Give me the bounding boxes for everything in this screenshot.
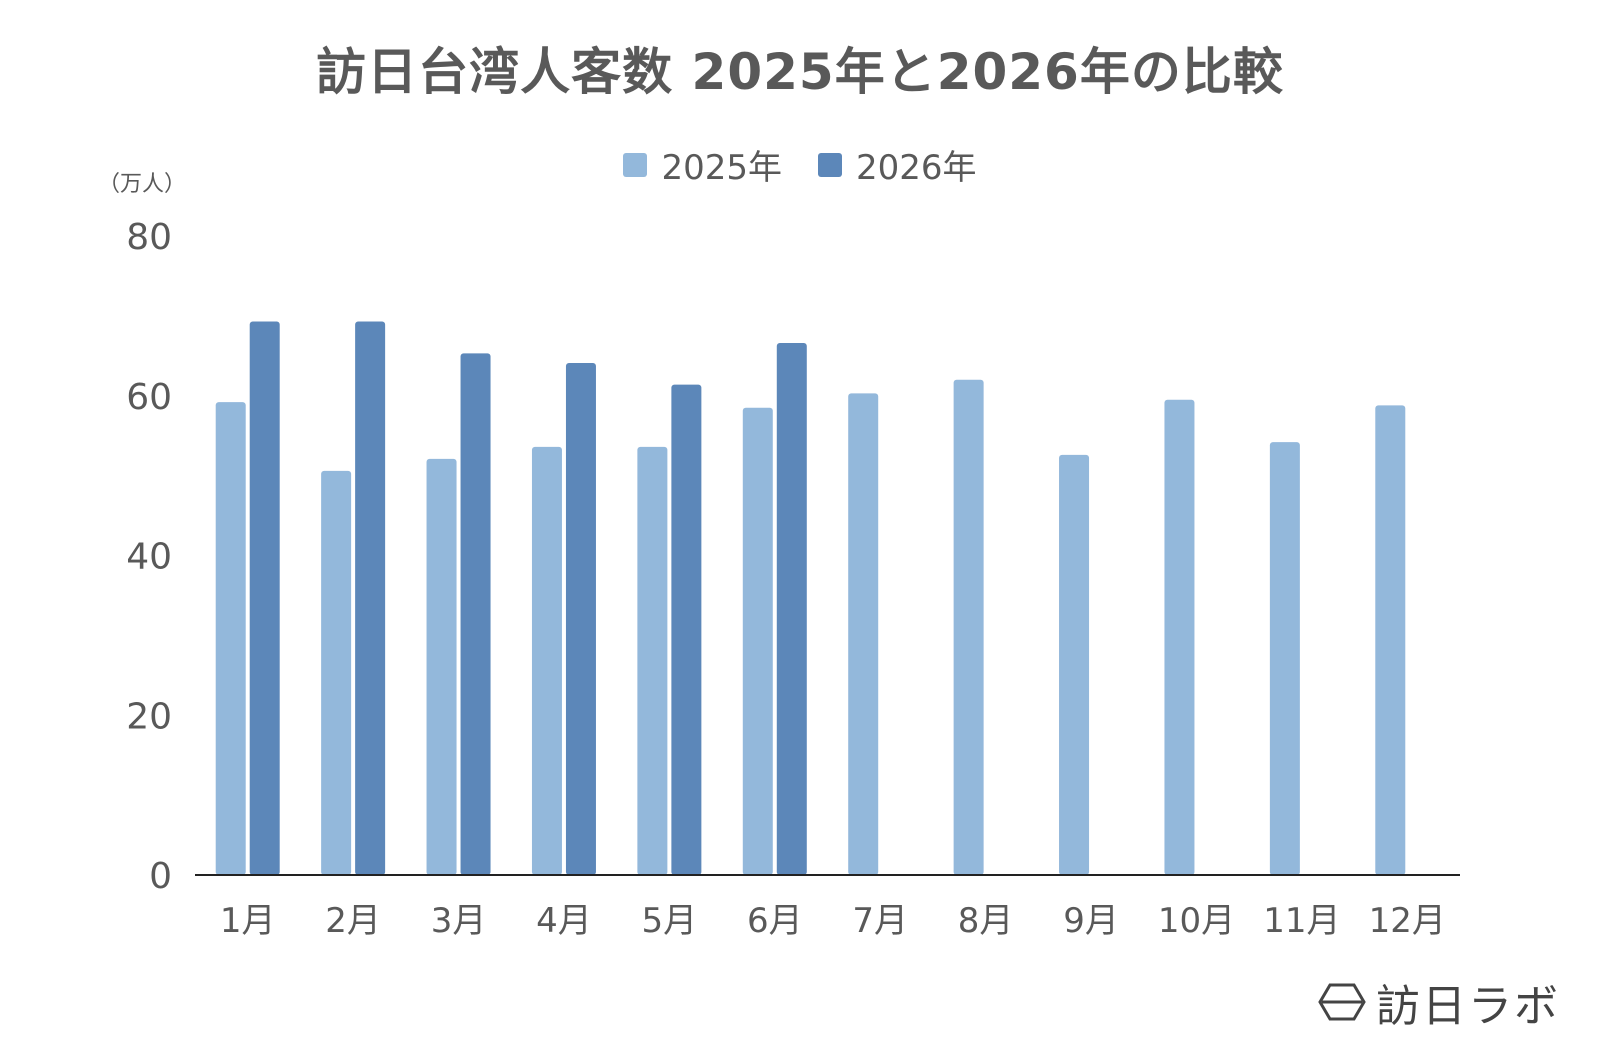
bar-2026-3 (460, 353, 491, 875)
x-tick-label-10: 10月 (1158, 901, 1235, 941)
bar-2026-2 (355, 321, 386, 875)
brand-logo: 訪日ラボ (1318, 970, 1560, 1034)
y-tick-label-4: 80 (126, 217, 172, 258)
bar-2025-12 (1375, 405, 1406, 875)
bar-2025-4 (531, 446, 562, 875)
bar-2025-6 (742, 407, 773, 875)
bar-2025-9 (1059, 454, 1090, 875)
legend-item-2025: 2025年 (623, 140, 782, 189)
y-tick-label-3: 60 (126, 377, 172, 418)
bar-2026-4 (565, 363, 596, 875)
legend-swatch-2025 (623, 152, 648, 177)
bar-2025-8 (953, 379, 984, 875)
chart-legend: 2025年 2026年 (0, 140, 1600, 189)
legend-item-2026: 2026年 (818, 140, 977, 189)
x-tick-label-1: 1月 (220, 901, 276, 941)
legend-swatch-2026 (818, 152, 842, 177)
bar-2025-1 (215, 402, 246, 875)
y-axis-unit-label: （万人） (98, 172, 187, 197)
x-tick-label-9: 9月 (1063, 901, 1119, 941)
bar-2026-5 (671, 384, 702, 875)
bar-2025-10 (1164, 399, 1195, 875)
x-tick-label-12: 12月 (1369, 901, 1446, 941)
hexagon-logo-icon (1318, 983, 1366, 1021)
x-tick-label-6: 6月 (747, 901, 803, 941)
y-tick-label-2: 40 (126, 537, 172, 578)
logo-text: 訪日ラボ (1376, 981, 1560, 1032)
x-tick-label-11: 11月 (1263, 901, 1340, 941)
bar-2025-7 (848, 393, 879, 875)
x-tick-label-3: 3月 (431, 901, 487, 941)
bar-2025-11 (1269, 442, 1300, 875)
x-tick-label-2: 2月 (325, 901, 381, 941)
bar-2026-1 (249, 321, 280, 875)
x-tick-label-7: 7月 (852, 901, 908, 941)
x-tick-label-4: 4月 (536, 901, 592, 941)
bar-2025-5 (637, 446, 668, 875)
chart-title: 訪日台湾人客数 2025年と2026年の比較 (316, 43, 1284, 101)
x-tick-label-8: 8月 (958, 901, 1014, 941)
bar-2025-2 (321, 470, 352, 875)
y-tick-label-1: 20 (126, 696, 172, 737)
x-tick-label-5: 5月 (642, 901, 698, 941)
legend-label-2026: 2026年 (856, 148, 977, 188)
legend-label-2025: 2025年 (661, 148, 782, 188)
y-tick-label-0: 0 (149, 856, 172, 897)
bar-2025-3 (426, 458, 457, 875)
bar-2026-6 (776, 343, 807, 876)
